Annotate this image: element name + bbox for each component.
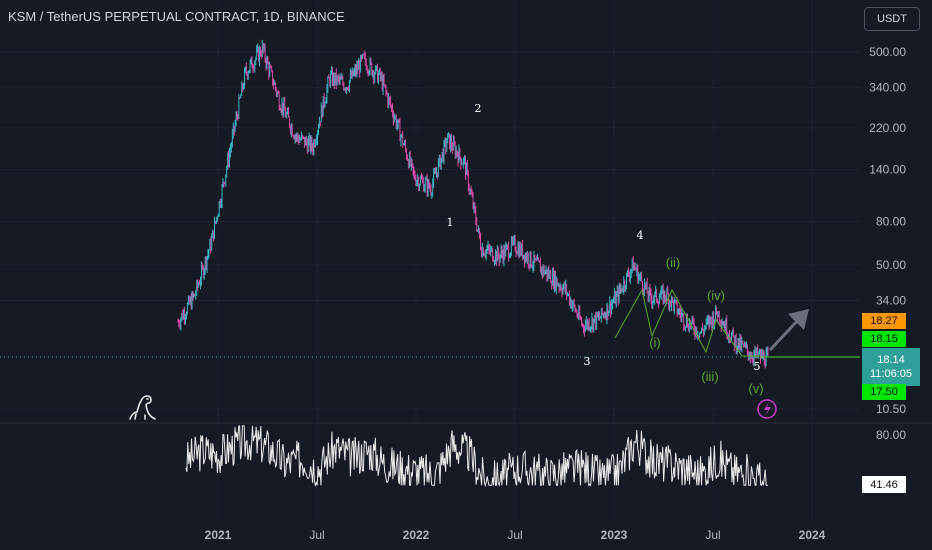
price-candles xyxy=(177,39,769,369)
wave-overlay-lines xyxy=(614,288,760,357)
chart-title: KSM / TetherUS PERPETUAL CONTRACT, 1D, B… xyxy=(8,9,345,24)
oscillator-tick-label: 80.00 xyxy=(876,428,906,442)
time-tick-label: Jul xyxy=(705,528,720,542)
price-tick-label: 34.00 xyxy=(876,293,906,307)
open-price-tag: 18.15 xyxy=(862,331,906,347)
wave-label-minor: (v) xyxy=(748,381,763,396)
wave-label-primary: 2 xyxy=(475,102,482,115)
price-tick-label: 140.00 xyxy=(869,163,906,177)
wave-label-primary: 5 xyxy=(754,360,761,373)
wave-label-primary: 3 xyxy=(584,355,591,368)
time-tick-label: Jul xyxy=(507,528,522,542)
wave-label-minor: (iii) xyxy=(701,369,718,384)
time-tick-label: 2023 xyxy=(601,528,628,542)
wave-label-primary: 4 xyxy=(637,229,644,242)
minor-wave-path xyxy=(614,288,760,357)
time-tick-label: 2024 xyxy=(799,528,826,542)
low-price-tag: 17.50 xyxy=(862,384,906,400)
price-tick-label: 50.00 xyxy=(876,258,906,272)
time-axis[interactable]: 2021 Jul 2022 Jul 2023 Jul 2024 xyxy=(205,528,826,542)
time-tick-label: 2022 xyxy=(403,528,430,542)
price-tick-label: 220.00 xyxy=(869,121,906,135)
wave-labels: 1 2 3 4 5 (i) (ii) (iii) (iv) (v) xyxy=(447,102,764,396)
chart-grid xyxy=(0,0,860,520)
time-tick-label: 2021 xyxy=(205,528,232,542)
currency-button[interactable]: USDT xyxy=(864,7,920,31)
up-right-arrow-icon[interactable] xyxy=(768,309,809,352)
wave-label-minor: (ii) xyxy=(666,255,680,270)
oscillator-line xyxy=(185,425,768,488)
current-price-tag: 18.14 11:06:05 xyxy=(862,348,920,386)
price-tick-label: 500.00 xyxy=(869,45,906,59)
oscillator-value-tag: 41.46 xyxy=(862,476,906,493)
oscillator-series xyxy=(185,425,768,488)
wave-label-minor: (i) xyxy=(649,335,661,350)
price-tick-label: 80.00 xyxy=(876,214,906,228)
price-tick-label: 340.00 xyxy=(869,81,906,95)
price-axis[interactable]: 500.00 340.00 220.00 140.00 80.00 50.00 34.00 1… xyxy=(869,45,906,442)
high-price-tag: 18.27 xyxy=(862,313,906,329)
lightning-alert-icon[interactable] xyxy=(757,399,777,419)
dinosaur-logo-icon xyxy=(129,395,156,420)
time-tick-label: Jul xyxy=(309,528,324,542)
wave-label-minor: (iv) xyxy=(707,288,725,303)
current-price-value: 18.14 xyxy=(877,354,905,366)
wave-label-primary: 1 xyxy=(447,216,454,229)
price-tick-label: 10.50 xyxy=(876,402,906,416)
bar-countdown: 11:06:05 xyxy=(869,368,912,380)
